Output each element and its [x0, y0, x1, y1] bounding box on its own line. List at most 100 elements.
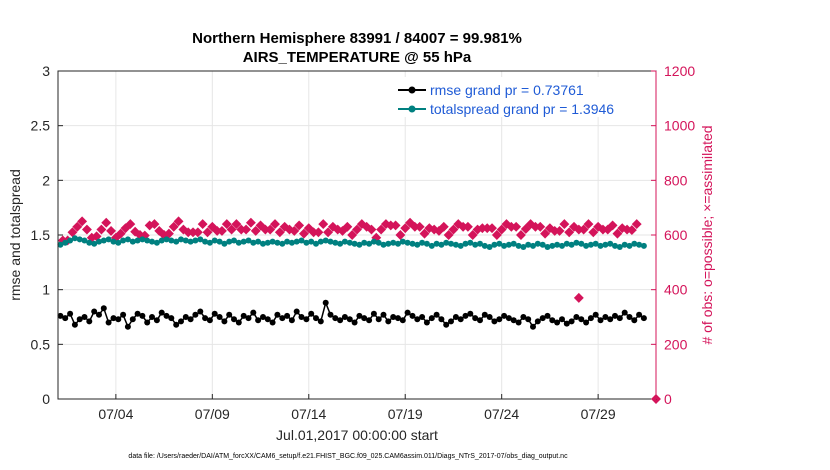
series-point-0 — [366, 317, 373, 324]
series-point-0 — [206, 317, 213, 324]
series-point-0 — [269, 319, 276, 326]
series-point-1 — [525, 241, 532, 248]
series-point-1 — [86, 239, 93, 246]
series-point-0 — [452, 314, 459, 320]
obs-marker — [149, 219, 160, 230]
series-point-1 — [544, 244, 551, 250]
series-point-1 — [264, 239, 271, 246]
series-point-1 — [293, 238, 300, 245]
series-point-0 — [115, 316, 122, 323]
series-point-1 — [462, 240, 469, 247]
series-point-1 — [467, 239, 474, 246]
series-point-0 — [62, 315, 69, 322]
series-point-0 — [568, 318, 575, 325]
x-tick-label: 07/09 — [195, 406, 230, 422]
series-point-1 — [438, 241, 445, 248]
series-point-0 — [597, 317, 604, 324]
series-point-0 — [279, 315, 286, 322]
series-point-1 — [120, 237, 127, 244]
obs-marker — [400, 223, 411, 234]
series-point-0 — [481, 311, 488, 318]
series-point-1 — [269, 238, 276, 245]
series-point-1 — [409, 240, 416, 247]
series-point-0 — [616, 315, 623, 322]
obs-marker — [274, 227, 285, 238]
right-axis-ticks: 0 200 400 600 800 1000 1200 — [651, 63, 695, 407]
obs-marker — [631, 219, 642, 230]
obs-marker — [626, 225, 637, 236]
series-point-1 — [153, 239, 160, 246]
series-point-1 — [443, 239, 450, 246]
obs-marker — [270, 219, 280, 230]
series-point-0 — [457, 316, 464, 323]
series-point-1 — [71, 235, 78, 242]
series-point-1 — [351, 240, 358, 247]
series-point-0 — [510, 317, 517, 324]
series-point-0 — [211, 310, 218, 317]
x-tick-label: 07/04 — [98, 406, 133, 422]
series-point-0 — [404, 309, 411, 316]
series-point-1 — [197, 236, 204, 243]
series-point-0 — [356, 312, 363, 319]
series-point-0 — [221, 318, 228, 325]
y-tick-label: 2.5 — [31, 118, 51, 134]
series-point-1 — [341, 238, 348, 245]
series-point-0 — [631, 317, 638, 324]
obs-marker — [347, 230, 358, 240]
series-point-1 — [385, 240, 392, 247]
obs-marker — [168, 221, 179, 232]
series-point-1 — [563, 240, 570, 247]
series-point-0 — [602, 314, 609, 320]
obs-marker — [81, 224, 92, 235]
obs-marker — [390, 220, 401, 231]
series-point-1 — [626, 242, 633, 249]
series-point-0 — [448, 318, 454, 325]
series-point-0 — [173, 321, 180, 328]
x-axis-label: Jul.01,2017 00:00:00 start — [276, 427, 438, 443]
series-point-0 — [255, 317, 262, 324]
series-point-1 — [144, 237, 151, 244]
series-point-0 — [626, 314, 633, 320]
obs-marker — [535, 221, 546, 232]
series-point-1 — [423, 240, 430, 247]
series-point-0 — [96, 311, 102, 318]
obs-marker — [226, 224, 237, 235]
series-point-1 — [178, 236, 184, 243]
series-point-0 — [544, 312, 551, 319]
series-point-0 — [515, 319, 522, 326]
series-point-0 — [486, 314, 493, 320]
series-point-0 — [380, 311, 387, 318]
series-point-0 — [235, 319, 242, 326]
series-point-1 — [129, 238, 136, 245]
series-point-0 — [197, 308, 204, 315]
series-point-0 — [428, 315, 435, 322]
y2-tick-label: 400 — [664, 282, 688, 298]
series-point-1 — [520, 244, 527, 250]
series-point-1 — [332, 239, 339, 246]
y2-tick-label: 0 — [664, 391, 672, 407]
series-point-0 — [520, 314, 527, 320]
series-point-1 — [568, 241, 575, 248]
x-tick-label: 07/24 — [484, 406, 519, 422]
series-point-1 — [592, 240, 599, 247]
obs-marker — [554, 225, 565, 236]
x-tick-label: 07/14 — [291, 406, 326, 422]
series-point-0 — [86, 318, 93, 325]
series-point-1 — [452, 241, 459, 248]
x-tick-label: 07/19 — [388, 406, 423, 422]
series-point-0 — [245, 315, 252, 322]
series-point-0 — [317, 318, 324, 325]
series-point-0 — [438, 316, 445, 323]
series-point-1 — [322, 237, 329, 244]
series-point-0 — [67, 310, 74, 317]
series-point-1 — [134, 237, 141, 244]
series-point-0 — [260, 314, 266, 320]
series-point-1 — [139, 236, 146, 243]
series-point-1 — [226, 238, 233, 245]
series-point-0 — [139, 312, 146, 319]
obs-marker — [419, 228, 430, 239]
series-point-1 — [395, 240, 401, 247]
y2-axis-label: # of obs: o=possible; ×=assimilated — [699, 125, 715, 344]
series-point-1 — [612, 242, 618, 249]
series-point-1 — [211, 237, 218, 244]
